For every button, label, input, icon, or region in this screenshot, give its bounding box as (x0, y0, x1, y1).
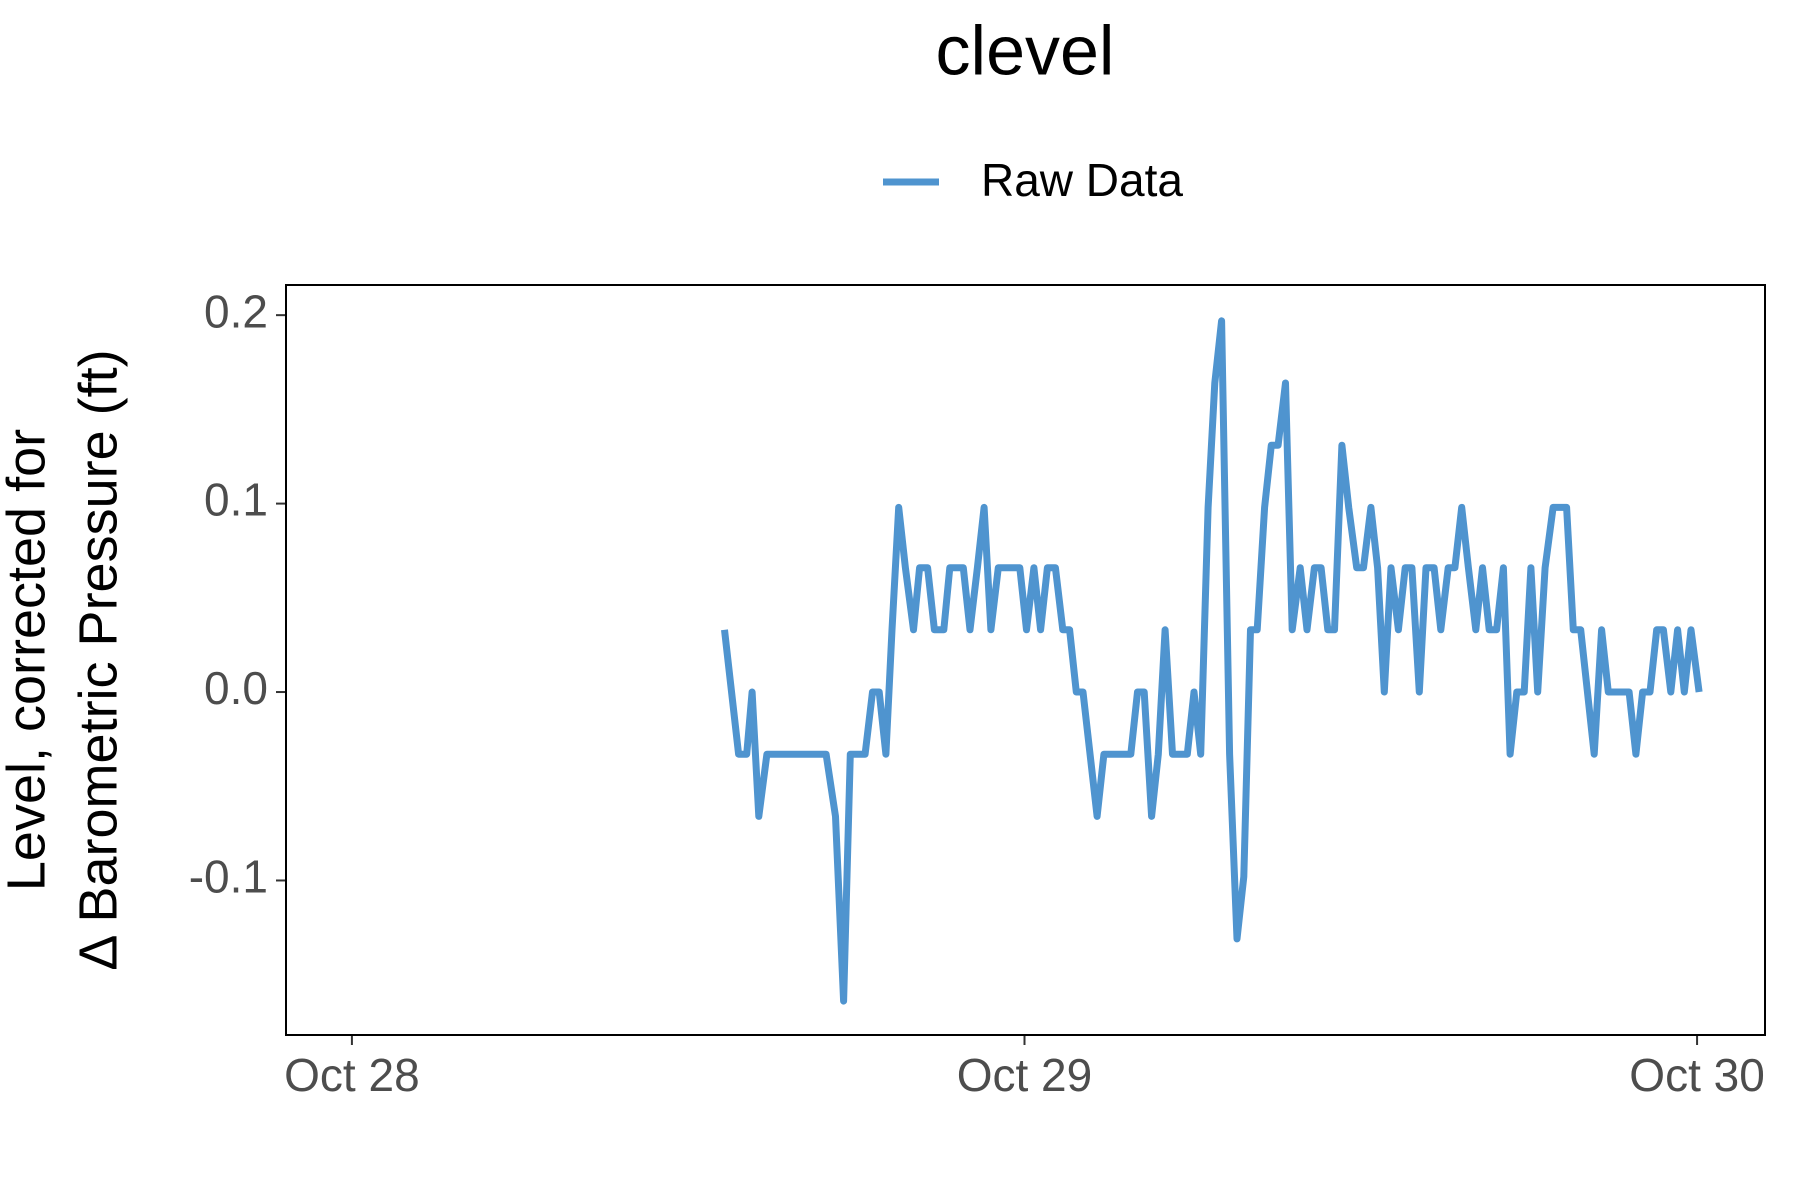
y-tick-label: 0.0 (204, 662, 268, 714)
y-axis-title: Level, corrected for (0, 429, 56, 891)
data-line (721, 317, 1703, 1005)
y-tick-label: -0.1 (189, 851, 268, 903)
plot-border (285, 284, 1766, 1036)
y-tick-label: 0.1 (204, 474, 268, 526)
chart-title: clevel (936, 11, 1115, 89)
y-axis-title: Δ Barometric Pressure (ft) (68, 349, 128, 970)
x-tick-label: Oct 29 (957, 1049, 1093, 1101)
x-tick-label: Oct 30 (1629, 1049, 1765, 1101)
x-tick-label: Oct 28 (284, 1049, 420, 1101)
y-tick-label: 0.2 (204, 285, 268, 337)
legend-label: Raw Data (981, 154, 1183, 206)
